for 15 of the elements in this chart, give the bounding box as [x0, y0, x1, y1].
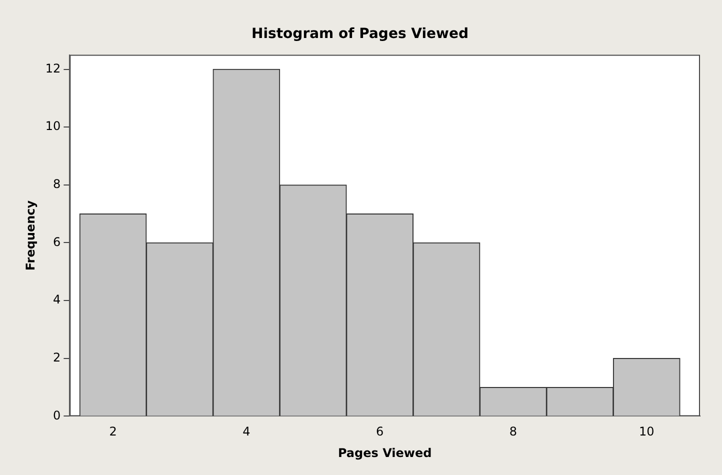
x-tick-label: 4 — [242, 424, 250, 439]
x-tick-label: 8 — [509, 424, 518, 439]
y-tick-label: 2 — [53, 350, 61, 364]
y-tick-label: 6 — [53, 234, 61, 249]
y-tick-label: 12 — [45, 61, 61, 76]
y-tick-label: 4 — [53, 292, 61, 307]
chart-title: Histogram of Pages Viewed — [252, 26, 468, 42]
y-tick-label: 10 — [45, 119, 61, 134]
y-tick-label: 0 — [53, 408, 61, 422]
y-tick-label: 8 — [53, 177, 61, 192]
y-axis-title: Frequency — [23, 200, 38, 271]
x-tick-label: 2 — [109, 424, 117, 439]
x-axis-title: Pages Viewed — [338, 446, 432, 460]
x-tick-label: 6 — [376, 424, 384, 439]
x-tick-label: 10 — [639, 424, 654, 439]
